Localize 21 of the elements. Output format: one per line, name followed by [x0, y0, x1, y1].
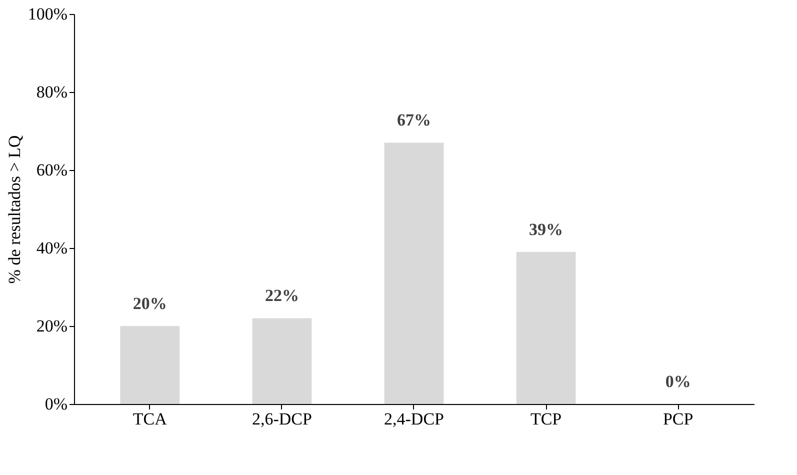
x-tick-label: PCP — [662, 410, 694, 428]
bar — [120, 326, 180, 404]
y-tick-label: 0% — [44, 394, 68, 414]
y-tick-label: 40% — [36, 238, 68, 258]
bar — [516, 252, 576, 404]
x-tick-label: 2,6-DCP — [252, 410, 312, 428]
bar — [252, 318, 312, 404]
x-tick-label: TCA — [132, 410, 168, 428]
data-label: 0% — [665, 372, 691, 391]
data-label: 39% — [529, 220, 564, 239]
y-axis-title: % de resultados > LQ — [4, 135, 24, 284]
data-label: 20% — [132, 294, 167, 313]
x-tick-label: TCP — [530, 410, 562, 428]
y-tick-label: 60% — [36, 160, 68, 180]
y-tick-label: 80% — [36, 82, 68, 102]
y-tick-label: 20% — [36, 316, 68, 336]
bar — [384, 142, 444, 404]
y-tick-label: 100% — [28, 4, 68, 24]
data-label: 67% — [397, 110, 431, 130]
data-label: 22% — [264, 286, 299, 306]
x-tick-label: 2,4-DCP — [384, 410, 444, 428]
